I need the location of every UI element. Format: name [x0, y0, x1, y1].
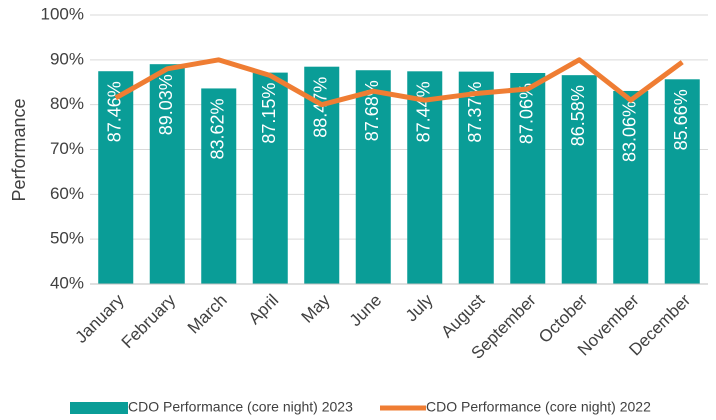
data-label: 87.15% [259, 83, 279, 144]
line [114, 57, 684, 108]
data-label: 85.66% [671, 89, 691, 150]
data-label: 87.06% [517, 83, 537, 144]
x-tick-label: March [184, 291, 231, 338]
x-tick-label: July [402, 290, 437, 325]
data-label: 87.44% [414, 81, 434, 142]
x-tick-label: August [437, 290, 488, 341]
y-tick-label: 100% [41, 4, 84, 23]
x-tick-label: May [298, 290, 334, 326]
bar [252, 72, 288, 284]
y-tick-label: 80% [50, 94, 84, 113]
legend-label: CDO Performance (core night) 2022 [426, 399, 651, 415]
data-label: 88.47% [311, 77, 331, 138]
y-tick-label: 40% [50, 273, 84, 292]
x-tick-label: June [346, 291, 386, 331]
bar [201, 88, 237, 284]
y-axis-label: Performance [9, 98, 29, 201]
bar [407, 71, 443, 284]
bar [510, 73, 546, 284]
bar [664, 79, 700, 284]
legend-swatch [70, 402, 128, 414]
y-tick-label: 50% [50, 229, 84, 248]
data-label: 89.03% [156, 74, 176, 135]
bar [149, 64, 185, 285]
bar [98, 71, 134, 284]
data-label: 83.06% [620, 101, 640, 162]
y-tick-label: 70% [50, 139, 84, 158]
data-label: 86.58% [568, 85, 588, 146]
x-tick-label: February [118, 290, 180, 352]
bar [458, 71, 494, 284]
y-tick-label: 90% [50, 49, 84, 68]
y-tick-label: 60% [50, 184, 84, 203]
legend-label: CDO Performance (core night) 2023 [128, 399, 353, 415]
data-label: 87.37% [465, 82, 485, 143]
data-label: 87.46% [105, 81, 125, 142]
bar [355, 70, 391, 284]
x-tick-label: April [245, 291, 282, 328]
bar [613, 90, 649, 285]
bar [561, 75, 597, 284]
data-label: 83.62% [208, 98, 228, 159]
data-label: 87.68% [362, 80, 382, 141]
